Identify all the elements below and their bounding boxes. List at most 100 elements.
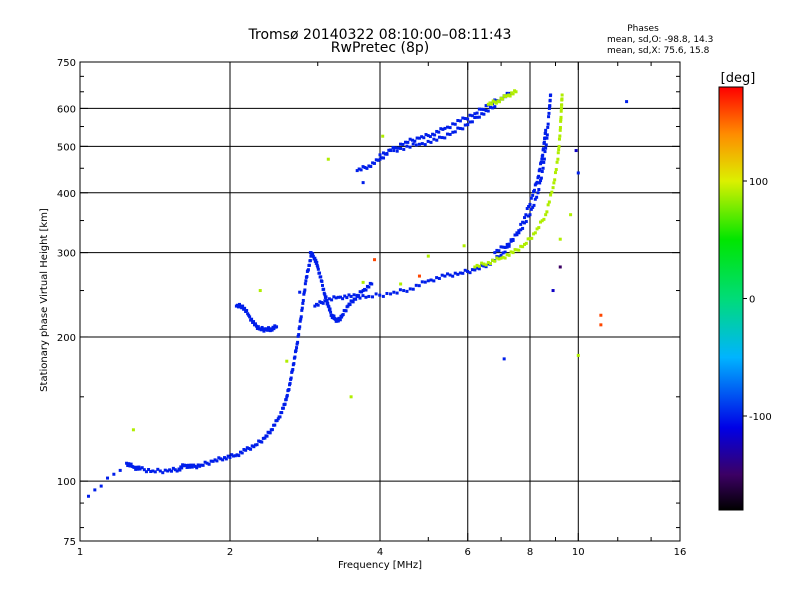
- echo-point: [385, 152, 389, 156]
- echo-point: [371, 295, 375, 299]
- echo-point: [381, 151, 385, 155]
- echo-point: [316, 303, 320, 307]
- echo-point: [486, 109, 490, 113]
- echo-point: [260, 325, 264, 329]
- echo-point: [420, 280, 424, 284]
- echo-point: [473, 116, 477, 119]
- echo-point: [161, 471, 165, 475]
- echo-point: [135, 465, 139, 469]
- echo-point: [341, 297, 345, 301]
- echo-point: [532, 188, 536, 192]
- y-tick-label: 200: [57, 333, 76, 344]
- x-axis-label: Frequency [MHz]: [338, 560, 422, 571]
- echo-point: [329, 310, 333, 314]
- echo-point: [519, 222, 523, 226]
- echo-point: [543, 131, 547, 135]
- echo-point: [250, 444, 254, 448]
- echo-point: [496, 99, 500, 103]
- scattered-echo-point: [131, 428, 135, 432]
- echo-point: [303, 288, 307, 292]
- echo-point: [250, 317, 254, 321]
- echo-point: [509, 250, 513, 254]
- echo-point: [294, 348, 298, 352]
- echo-point: [382, 156, 386, 160]
- echo-point: [560, 103, 564, 107]
- scattered-echo-point: [349, 395, 353, 399]
- echo-point: [466, 269, 470, 273]
- echo-point: [296, 334, 300, 338]
- scattered-echo-point: [569, 213, 573, 217]
- echo-point: [336, 295, 340, 299]
- echo-point: [344, 309, 348, 313]
- echo-point: [347, 293, 351, 297]
- scattered-echo-point: [576, 353, 580, 357]
- echo-point: [511, 237, 515, 241]
- echo-point: [536, 191, 540, 195]
- echo-point: [428, 135, 432, 139]
- echo-point: [463, 123, 467, 127]
- echo-point: [195, 466, 199, 470]
- echo-point: [509, 239, 513, 243]
- echo-point: [313, 256, 317, 260]
- echo-point: [538, 181, 542, 185]
- echo-point: [380, 156, 384, 160]
- echo-point: [281, 406, 285, 410]
- echo-point: [138, 467, 142, 471]
- echo-point: [355, 294, 359, 298]
- echo-point: [443, 136, 447, 140]
- echo-point: [261, 327, 265, 331]
- data-points: [86, 89, 629, 498]
- echo-point: [299, 315, 303, 319]
- scattered-echo-point: [426, 254, 430, 258]
- echo-point: [163, 468, 167, 472]
- echo-point: [513, 248, 517, 252]
- echo-point: [463, 117, 467, 121]
- echo-point: [517, 231, 521, 235]
- echo-point: [406, 140, 410, 144]
- echo-point: [408, 137, 412, 141]
- echo-point: [137, 465, 141, 469]
- echo-point: [247, 313, 251, 317]
- phases-heading: Phases: [627, 24, 659, 34]
- echo-point: [327, 297, 331, 301]
- echo-point: [388, 148, 392, 152]
- echo-point: [402, 289, 406, 293]
- echo-point: [448, 126, 452, 130]
- echo-point: [403, 140, 407, 144]
- echo-point: [235, 453, 239, 457]
- echo-point: [285, 393, 289, 397]
- echo-point: [523, 216, 527, 220]
- echo-point: [535, 227, 539, 231]
- echo-point: [488, 105, 492, 109]
- echo-point: [313, 304, 317, 308]
- echo-point: [451, 274, 455, 278]
- echo-point: [503, 250, 507, 254]
- echo-point: [525, 207, 529, 211]
- echo-point: [265, 434, 269, 438]
- echo-point: [553, 171, 557, 175]
- echo-point: [475, 266, 479, 270]
- echo-point: [440, 273, 444, 277]
- echo-point: [456, 126, 460, 130]
- echo-point: [470, 120, 474, 124]
- echo-point: [509, 238, 513, 242]
- echo-point: [543, 136, 547, 140]
- echo-point: [466, 123, 470, 127]
- y-tick-label: 400: [57, 189, 76, 200]
- echo-point: [560, 97, 564, 101]
- echo-point: [253, 443, 257, 447]
- echo-point: [515, 231, 519, 235]
- echo-point: [497, 249, 501, 253]
- echo-point: [532, 203, 536, 207]
- echo-point: [319, 275, 323, 279]
- echo-point: [529, 207, 533, 211]
- echo-point: [236, 305, 240, 309]
- echo-point: [255, 443, 259, 447]
- echo-point: [233, 454, 237, 458]
- echo-point: [232, 454, 236, 458]
- echo-point: [322, 287, 326, 291]
- echo-point: [557, 137, 561, 141]
- echo-point: [365, 166, 369, 170]
- echo-point: [336, 319, 340, 323]
